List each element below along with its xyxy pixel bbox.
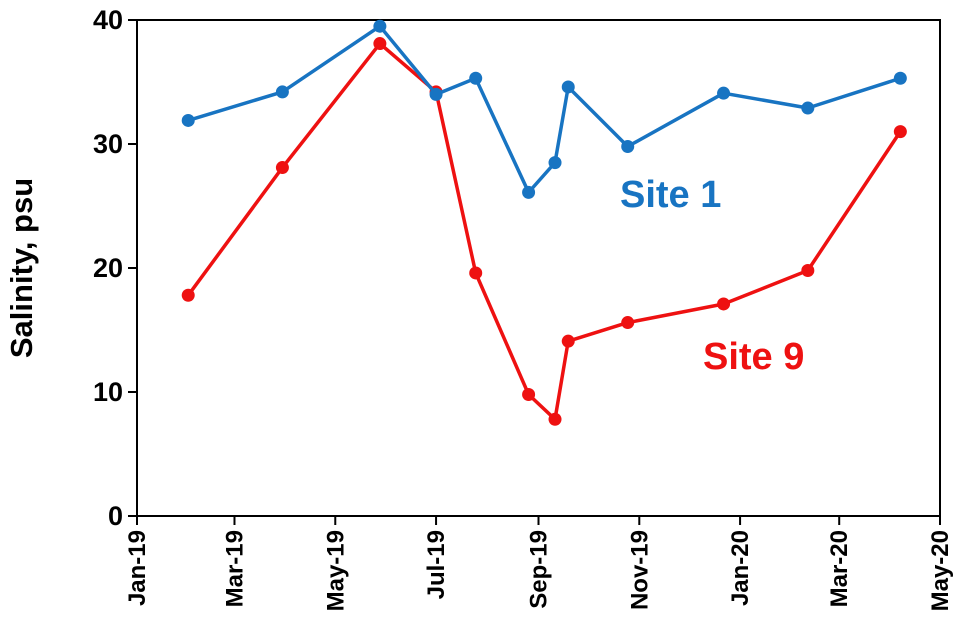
plot-area-frame [136, 19, 941, 517]
data-point-site-9 [522, 387, 536, 401]
data-point-site-1 [561, 80, 575, 94]
data-point-site-9 [893, 125, 907, 139]
series-label-site-1: Site 1 [620, 174, 721, 216]
data-point-site-9 [469, 266, 483, 280]
y-tick-label: 10 [93, 377, 123, 407]
data-point-site-1 [893, 71, 907, 85]
x-tick-label: Mar-19 [221, 530, 248, 607]
y-axis-title: Salinity, psu [4, 178, 39, 358]
data-point-site-9 [561, 334, 575, 348]
x-tick-label: Sep-19 [526, 530, 553, 609]
data-point-site-1 [181, 113, 195, 127]
data-point-site-9 [621, 316, 635, 330]
data-point-site-1 [621, 139, 635, 153]
series-layer [181, 19, 907, 426]
data-point-site-9 [275, 161, 289, 175]
series-line-site-9 [186, 41, 902, 422]
data-point-site-1 [429, 87, 443, 101]
x-tick-label: May-20 [927, 530, 954, 611]
series-label-site-9: Site 9 [703, 336, 804, 378]
x-axis: Jan-19 Mar-19 May-19 Jul-19 Sep-19 Nov-19 Jan-… [124, 516, 954, 611]
data-point-site-1 [717, 86, 731, 100]
data-point-site-1 [548, 156, 562, 170]
data-point-site-1 [801, 101, 815, 115]
data-point-site-9 [717, 297, 731, 311]
x-tick-label: Jul-19 [423, 530, 450, 599]
data-point-site-9 [373, 37, 387, 51]
y-tick-label: 40 [93, 5, 123, 35]
x-tick-label: May-19 [322, 530, 349, 611]
data-point-site-1 [469, 71, 483, 85]
x-tick-label: Mar-20 [826, 530, 853, 607]
data-point-site-9 [548, 412, 562, 426]
x-tick-label: Jan-20 [727, 530, 754, 606]
data-point-site-1 [373, 19, 387, 33]
y-tick-label: 0 [108, 501, 123, 531]
y-tick-label: 30 [93, 129, 123, 159]
data-point-site-9 [181, 288, 195, 302]
series-line-site-1 [187, 24, 901, 195]
x-tick-label: Nov-19 [626, 530, 653, 610]
x-tick-label: Jan-19 [124, 530, 151, 606]
y-axis: 0 10 20 30 40 [93, 5, 137, 531]
data-point-site-1 [275, 85, 289, 99]
data-point-site-9 [801, 263, 815, 277]
y-tick-label: 20 [93, 253, 123, 283]
data-point-site-1 [522, 185, 536, 199]
